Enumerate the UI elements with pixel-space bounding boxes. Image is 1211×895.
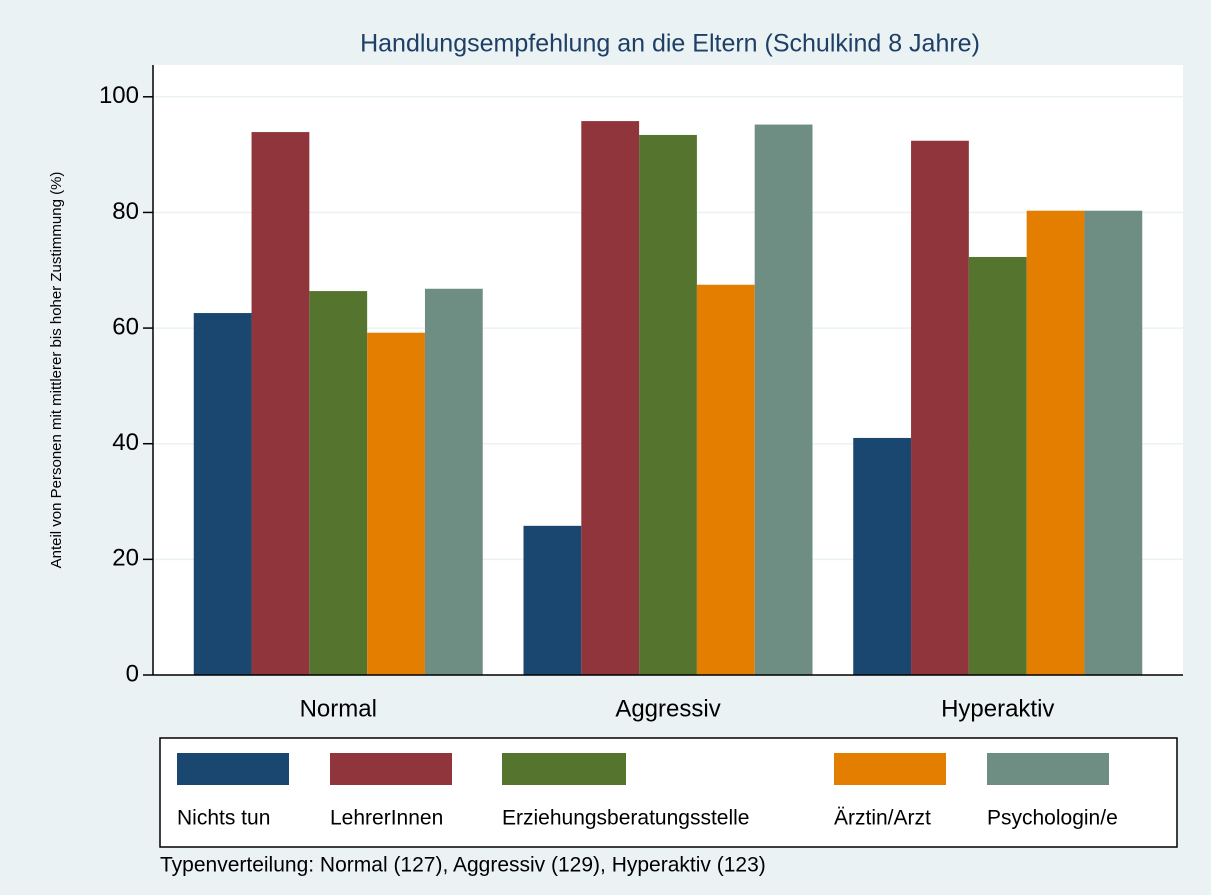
bar	[853, 437, 912, 675]
bar	[1026, 210, 1085, 675]
y-tick-label: 80	[112, 198, 139, 225]
note: Typenverteilung: Normal (127), Aggressiv…	[160, 854, 766, 877]
legend-label: Erziehungsberatungsstelle	[502, 807, 750, 830]
bar	[1084, 210, 1143, 675]
legend-swatch	[834, 753, 946, 785]
y-tick-label: 0	[126, 660, 139, 687]
bar	[193, 313, 252, 675]
x-tick-label: Aggressiv	[615, 695, 720, 722]
x-tick-label: Hyperaktiv	[941, 695, 1054, 722]
y-tick-label: 60	[112, 313, 139, 340]
bar	[367, 332, 425, 675]
legend-swatch	[987, 753, 1109, 785]
legend-swatch	[502, 753, 626, 785]
bar	[581, 121, 640, 675]
legend-label: Ärztin/Arzt	[834, 807, 931, 830]
y-tick-label: 100	[99, 82, 139, 109]
legend-swatch	[177, 753, 289, 785]
legend-label: Psychologin/e	[987, 807, 1118, 830]
bar	[968, 256, 1027, 675]
bar	[754, 124, 813, 675]
bar	[639, 134, 697, 675]
bar	[523, 525, 582, 675]
bar	[251, 132, 310, 675]
legend-swatch	[330, 753, 452, 785]
y-axis-title: Anteil von Personen mit mittlerer bis ho…	[48, 172, 65, 569]
bar	[424, 288, 483, 675]
bar	[696, 284, 755, 675]
bar	[911, 140, 969, 675]
bar	[309, 291, 368, 675]
legend-label: LehrerInnen	[330, 807, 443, 830]
legend-label: Nichts tun	[177, 807, 270, 830]
chart-title: Handlungsempfehlung an die Eltern (Schul…	[360, 30, 980, 58]
x-tick-label: Normal	[300, 695, 377, 722]
y-tick-label: 40	[112, 429, 139, 456]
y-tick-label: 20	[112, 545, 139, 572]
